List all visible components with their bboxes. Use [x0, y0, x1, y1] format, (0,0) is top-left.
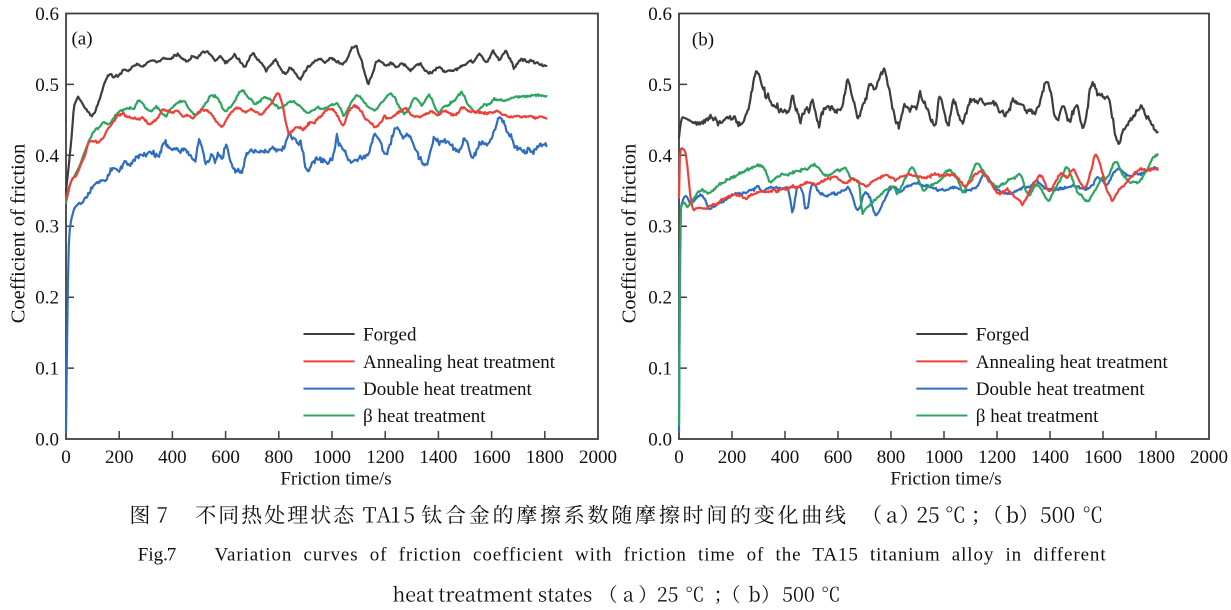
svg-text:β heat treatment: β heat treatment	[363, 406, 486, 427]
svg-text:0.2: 0.2	[648, 288, 672, 309]
svg-text:200: 200	[105, 447, 134, 468]
svg-text:400: 400	[771, 447, 800, 468]
svg-text:Annealing heat treatment: Annealing heat treatment	[363, 352, 556, 373]
svg-text:Friction time/s: Friction time/s	[890, 469, 1001, 490]
svg-text:400: 400	[158, 447, 187, 468]
svg-text:Forged: Forged	[976, 325, 1030, 346]
svg-text:0.2: 0.2	[35, 288, 59, 309]
svg-text:0.1: 0.1	[35, 359, 59, 380]
svg-text:(a): (a)	[71, 29, 92, 50]
svg-text:1000: 1000	[925, 447, 963, 468]
svg-text:600: 600	[211, 447, 240, 468]
svg-text:0: 0	[674, 447, 684, 468]
svg-text:Double heat treatment: Double heat treatment	[976, 379, 1146, 400]
svg-text:0.0: 0.0	[35, 430, 59, 451]
svg-text:0.5: 0.5	[35, 75, 59, 96]
svg-text:1200: 1200	[366, 447, 404, 468]
svg-text:1600: 1600	[473, 447, 511, 468]
svg-text:1400: 1400	[419, 447, 457, 468]
svg-text:1000: 1000	[313, 447, 351, 468]
svg-text:800: 800	[877, 447, 906, 468]
svg-text:Friction time/s: Friction time/s	[280, 469, 391, 490]
svg-text:0.3: 0.3	[648, 217, 672, 238]
svg-text:0.0: 0.0	[648, 430, 672, 451]
svg-text:600: 600	[824, 447, 853, 468]
svg-text:Forged: Forged	[363, 325, 417, 346]
svg-text:(b): (b)	[692, 30, 714, 51]
svg-text:Double heat treatment: Double heat treatment	[363, 379, 533, 400]
svg-text:0.4: 0.4	[35, 146, 59, 167]
svg-text:0.6: 0.6	[648, 4, 672, 25]
svg-text:0.5: 0.5	[648, 75, 672, 96]
svg-text:1200: 1200	[978, 447, 1016, 468]
svg-text:1800: 1800	[1137, 447, 1175, 468]
svg-text:2000: 2000	[1190, 447, 1228, 468]
svg-text:0.3: 0.3	[35, 217, 59, 238]
svg-text:0.6: 0.6	[35, 4, 59, 25]
svg-text:β heat treatment: β heat treatment	[976, 406, 1099, 427]
svg-text:800: 800	[265, 447, 294, 468]
svg-text:0.1: 0.1	[648, 359, 672, 380]
svg-text:1400: 1400	[1031, 447, 1069, 468]
svg-text:Variation curves of friction c: Variation curves of friction coefficient…	[215, 545, 1107, 566]
svg-text:Annealing heat treatment: Annealing heat treatment	[976, 352, 1169, 373]
svg-text:0.4: 0.4	[648, 146, 672, 167]
svg-text:1800: 1800	[526, 447, 564, 468]
svg-text:200: 200	[718, 447, 747, 468]
svg-text:Coefficient of friction: Coefficient of friction	[8, 144, 30, 324]
svg-text:1600: 1600	[1084, 447, 1122, 468]
svg-text:7: 7	[167, 545, 177, 566]
svg-text:Fig.: Fig.	[138, 545, 168, 566]
svg-text:Coefficient of friction: Coefficient of friction	[619, 144, 641, 324]
svg-text:2000: 2000	[579, 447, 617, 468]
svg-text:0: 0	[61, 447, 71, 468]
